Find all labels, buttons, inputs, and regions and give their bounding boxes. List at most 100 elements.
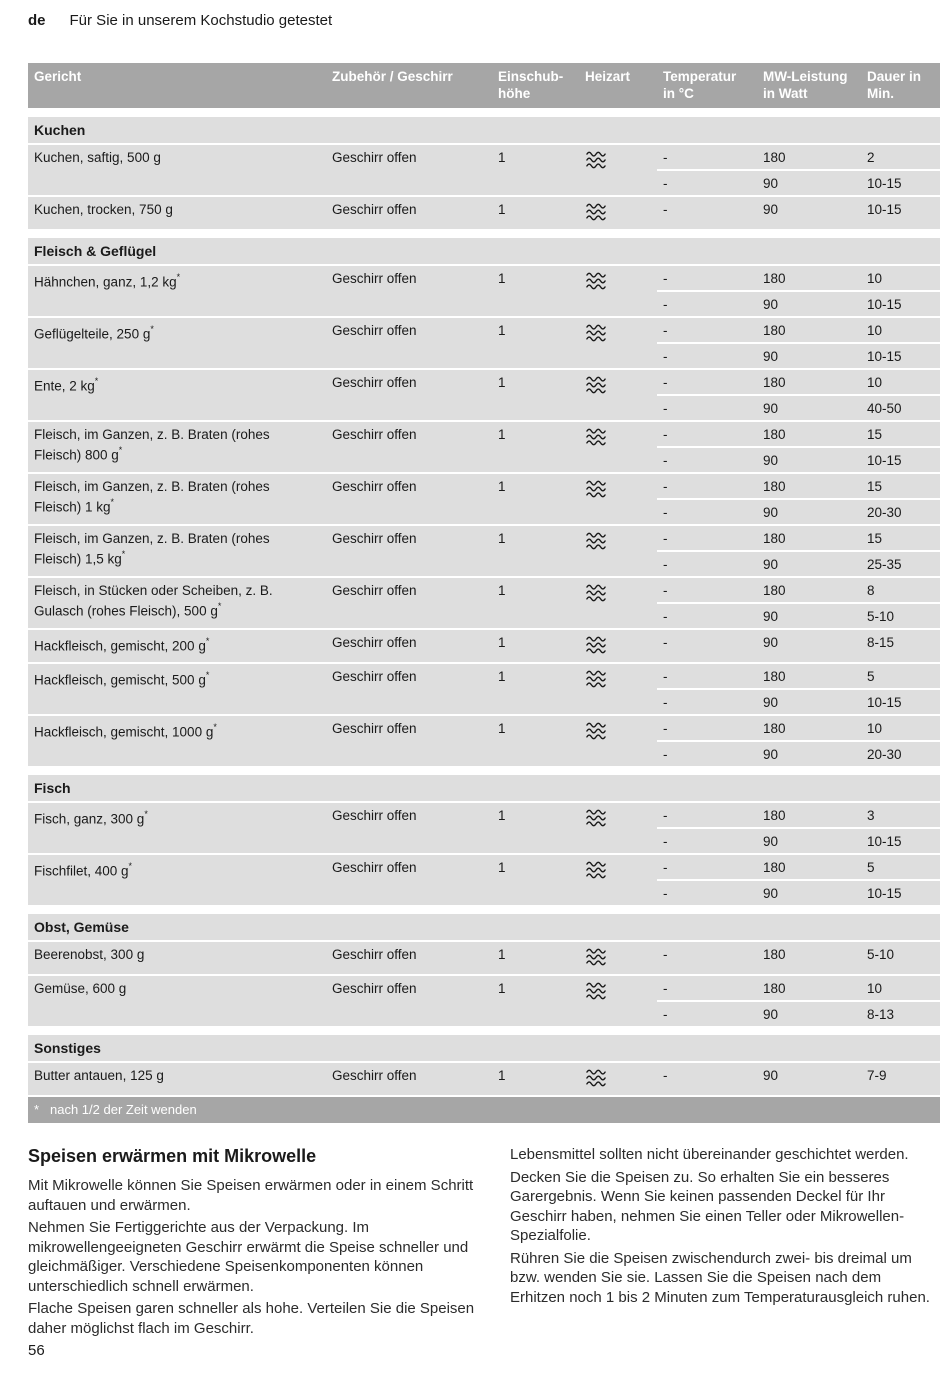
footnote-reference: * (205, 636, 210, 646)
page-number: 56 (28, 1342, 45, 1359)
dish-name-cell: Fisch, ganz, 300 g* (34, 809, 148, 827)
microwave-icon (585, 427, 607, 451)
temperature-cell: - (663, 947, 668, 962)
settings-cell: - 180 3 - 90 10-15 (657, 803, 940, 853)
footnote-reference: * (144, 809, 148, 819)
mw-power-cell: 180 (763, 531, 786, 546)
accessory-cell: Geschirr offen (332, 531, 417, 546)
mw-power-cell: 180 (763, 375, 786, 390)
footnote-marker: * (34, 1102, 40, 1117)
shelf-level-cell: 1 (498, 150, 506, 165)
heat-type-cell (579, 855, 657, 905)
shelf-level-cell: 1 (498, 271, 506, 286)
duration-cell: 10-15 (867, 202, 902, 217)
accessory-cell: Geschirr offen (332, 808, 417, 823)
column-header-mw-leistung: MW-Leistung in Watt (763, 69, 848, 101)
article-heading: Speisen erwärmen mit Mikrowelle (28, 1146, 317, 1166)
duration-cell: 40-50 (867, 401, 902, 416)
microwave-icon (585, 583, 607, 607)
table-row: Kuchen, saftig, 500 g Geschirr offen 1 - 180… (28, 145, 940, 195)
mw-power-cell: 90 (763, 609, 779, 624)
setting-row: - 90 10-15 (657, 688, 940, 714)
temperature-cell: - (663, 453, 668, 468)
column-header-heizart: Heizart (585, 69, 631, 84)
duration-cell: 7-9 (867, 1068, 887, 1083)
temperature-cell: - (663, 150, 668, 165)
table-row: Fleisch, im Ganzen, z. B. Braten (rohes … (28, 474, 940, 524)
accessory-cell: Geschirr offen (332, 981, 417, 996)
heat-type-cell (579, 145, 657, 195)
microwave-icon (585, 150, 607, 174)
temperature-cell: - (663, 349, 668, 364)
dish-name-cell: Kuchen, trocken, 750 g (34, 202, 173, 217)
dish-name-cell: Hähnchen, ganz, 1,2 kg* (34, 272, 181, 290)
shelf-level-cell: 1 (498, 947, 506, 962)
table-row: Hähnchen, ganz, 1,2 kg* Geschirr offen 1 - 1… (28, 266, 940, 316)
shelf-level-cell: 1 (498, 323, 506, 338)
microwave-icon (585, 669, 607, 693)
setting-row: - 90 10-15 (657, 879, 940, 905)
setting-row: - 180 10 (657, 716, 940, 740)
article-right-column: Lebensmittel sollten nicht übereinander … (510, 1145, 933, 1341)
settings-cell: - 90 8-15 (657, 630, 940, 662)
shelf-level-cell: 1 (498, 860, 506, 875)
heat-type-cell (579, 942, 657, 974)
mw-power-cell: 90 (763, 453, 779, 468)
mw-power-cell: 180 (763, 479, 786, 494)
column-header-einschub: Einschub- höhe (498, 69, 564, 101)
page-header: de Für Sie in unserem Kochstudio geteste… (28, 12, 950, 29)
setting-row: - 180 10 (657, 976, 940, 1000)
heat-type-cell (579, 976, 657, 1026)
dish-name-cell: Butter antauen, 125 g (34, 1068, 164, 1083)
settings-cell: - 180 15 - 90 25-35 (657, 526, 940, 576)
mw-power-cell: 90 (763, 834, 779, 849)
setting-row: - 90 5-10 (657, 602, 940, 628)
shelf-level-cell: 1 (498, 202, 506, 217)
table-row: Ente, 2 kg* Geschirr offen 1 - 180 10 - 90 40-50 (28, 370, 940, 420)
temperature-cell: - (663, 375, 668, 390)
temperature-cell: - (663, 635, 668, 650)
table-row: Hackfleisch, gemischt, 1000 g* Geschirr o… (28, 716, 940, 766)
settings-cell: - 180 5 - 90 10-15 (657, 855, 940, 905)
duration-cell: 5 (867, 860, 875, 875)
setting-row: - 90 8-13 (657, 1000, 940, 1026)
table-section-header: Obst, Gemüse (28, 914, 940, 940)
settings-cell: - 90 7-9 (657, 1063, 940, 1095)
temperature-cell: - (663, 747, 668, 762)
table-section-header: Fisch (28, 775, 940, 801)
table-sections: Kuchen Kuchen, saftig, 500 g Geschirr offe… (28, 117, 940, 1095)
article-paragraph: Lebensmittel sollten nicht übereinander … (510, 1146, 909, 1163)
temperature-cell: - (663, 557, 668, 572)
duration-cell: 10 (867, 323, 883, 338)
mw-power-cell: 180 (763, 981, 786, 996)
duration-cell: 10 (867, 721, 883, 736)
accessory-cell: Geschirr offen (332, 150, 417, 165)
dish-name-cell: Fleisch, in Stücken oder Scheiben, z. B.… (34, 583, 273, 619)
dish-name-cell: Hackfleisch, gemischt, 500 g* (34, 670, 210, 688)
dish-name-cell: Fleisch, im Ganzen, z. B. Braten (rohes … (34, 531, 270, 567)
mw-power-cell: 90 (763, 695, 779, 710)
microwave-icon (585, 860, 607, 884)
duration-cell: 8 (867, 583, 875, 598)
duration-cell: 15 (867, 479, 883, 494)
dish-name-cell: Geflügelteile, 250 g* (34, 324, 154, 342)
mw-power-cell: 90 (763, 557, 779, 572)
cooking-table: Gericht Zubehör / Geschirr Einschub- höh… (28, 63, 940, 1123)
temperature-cell: - (663, 834, 668, 849)
settings-cell: - 180 10 - 90 40-50 (657, 370, 940, 420)
table-row: Fleisch, im Ganzen, z. B. Braten (rohes … (28, 422, 940, 472)
setting-row: - 180 8 (657, 578, 940, 602)
table-section: Kuchen Kuchen, saftig, 500 g Geschirr offe… (28, 117, 940, 229)
table-header-row: Gericht Zubehör / Geschirr Einschub- höh… (28, 63, 940, 108)
temperature-cell: - (663, 981, 668, 996)
setting-row: - 90 10-15 (657, 827, 940, 853)
heat-type-cell (579, 664, 657, 714)
mw-power-cell: 180 (763, 150, 786, 165)
dish-name-cell: Gemüse, 600 g (34, 981, 127, 996)
microwave-icon (585, 531, 607, 555)
mw-power-cell: 90 (763, 176, 779, 191)
setting-row: - 90 10-15 (657, 342, 940, 368)
settings-cell: - 180 15 - 90 20-30 (657, 474, 940, 524)
shelf-level-cell: 1 (498, 1068, 506, 1083)
duration-cell: 2 (867, 150, 875, 165)
